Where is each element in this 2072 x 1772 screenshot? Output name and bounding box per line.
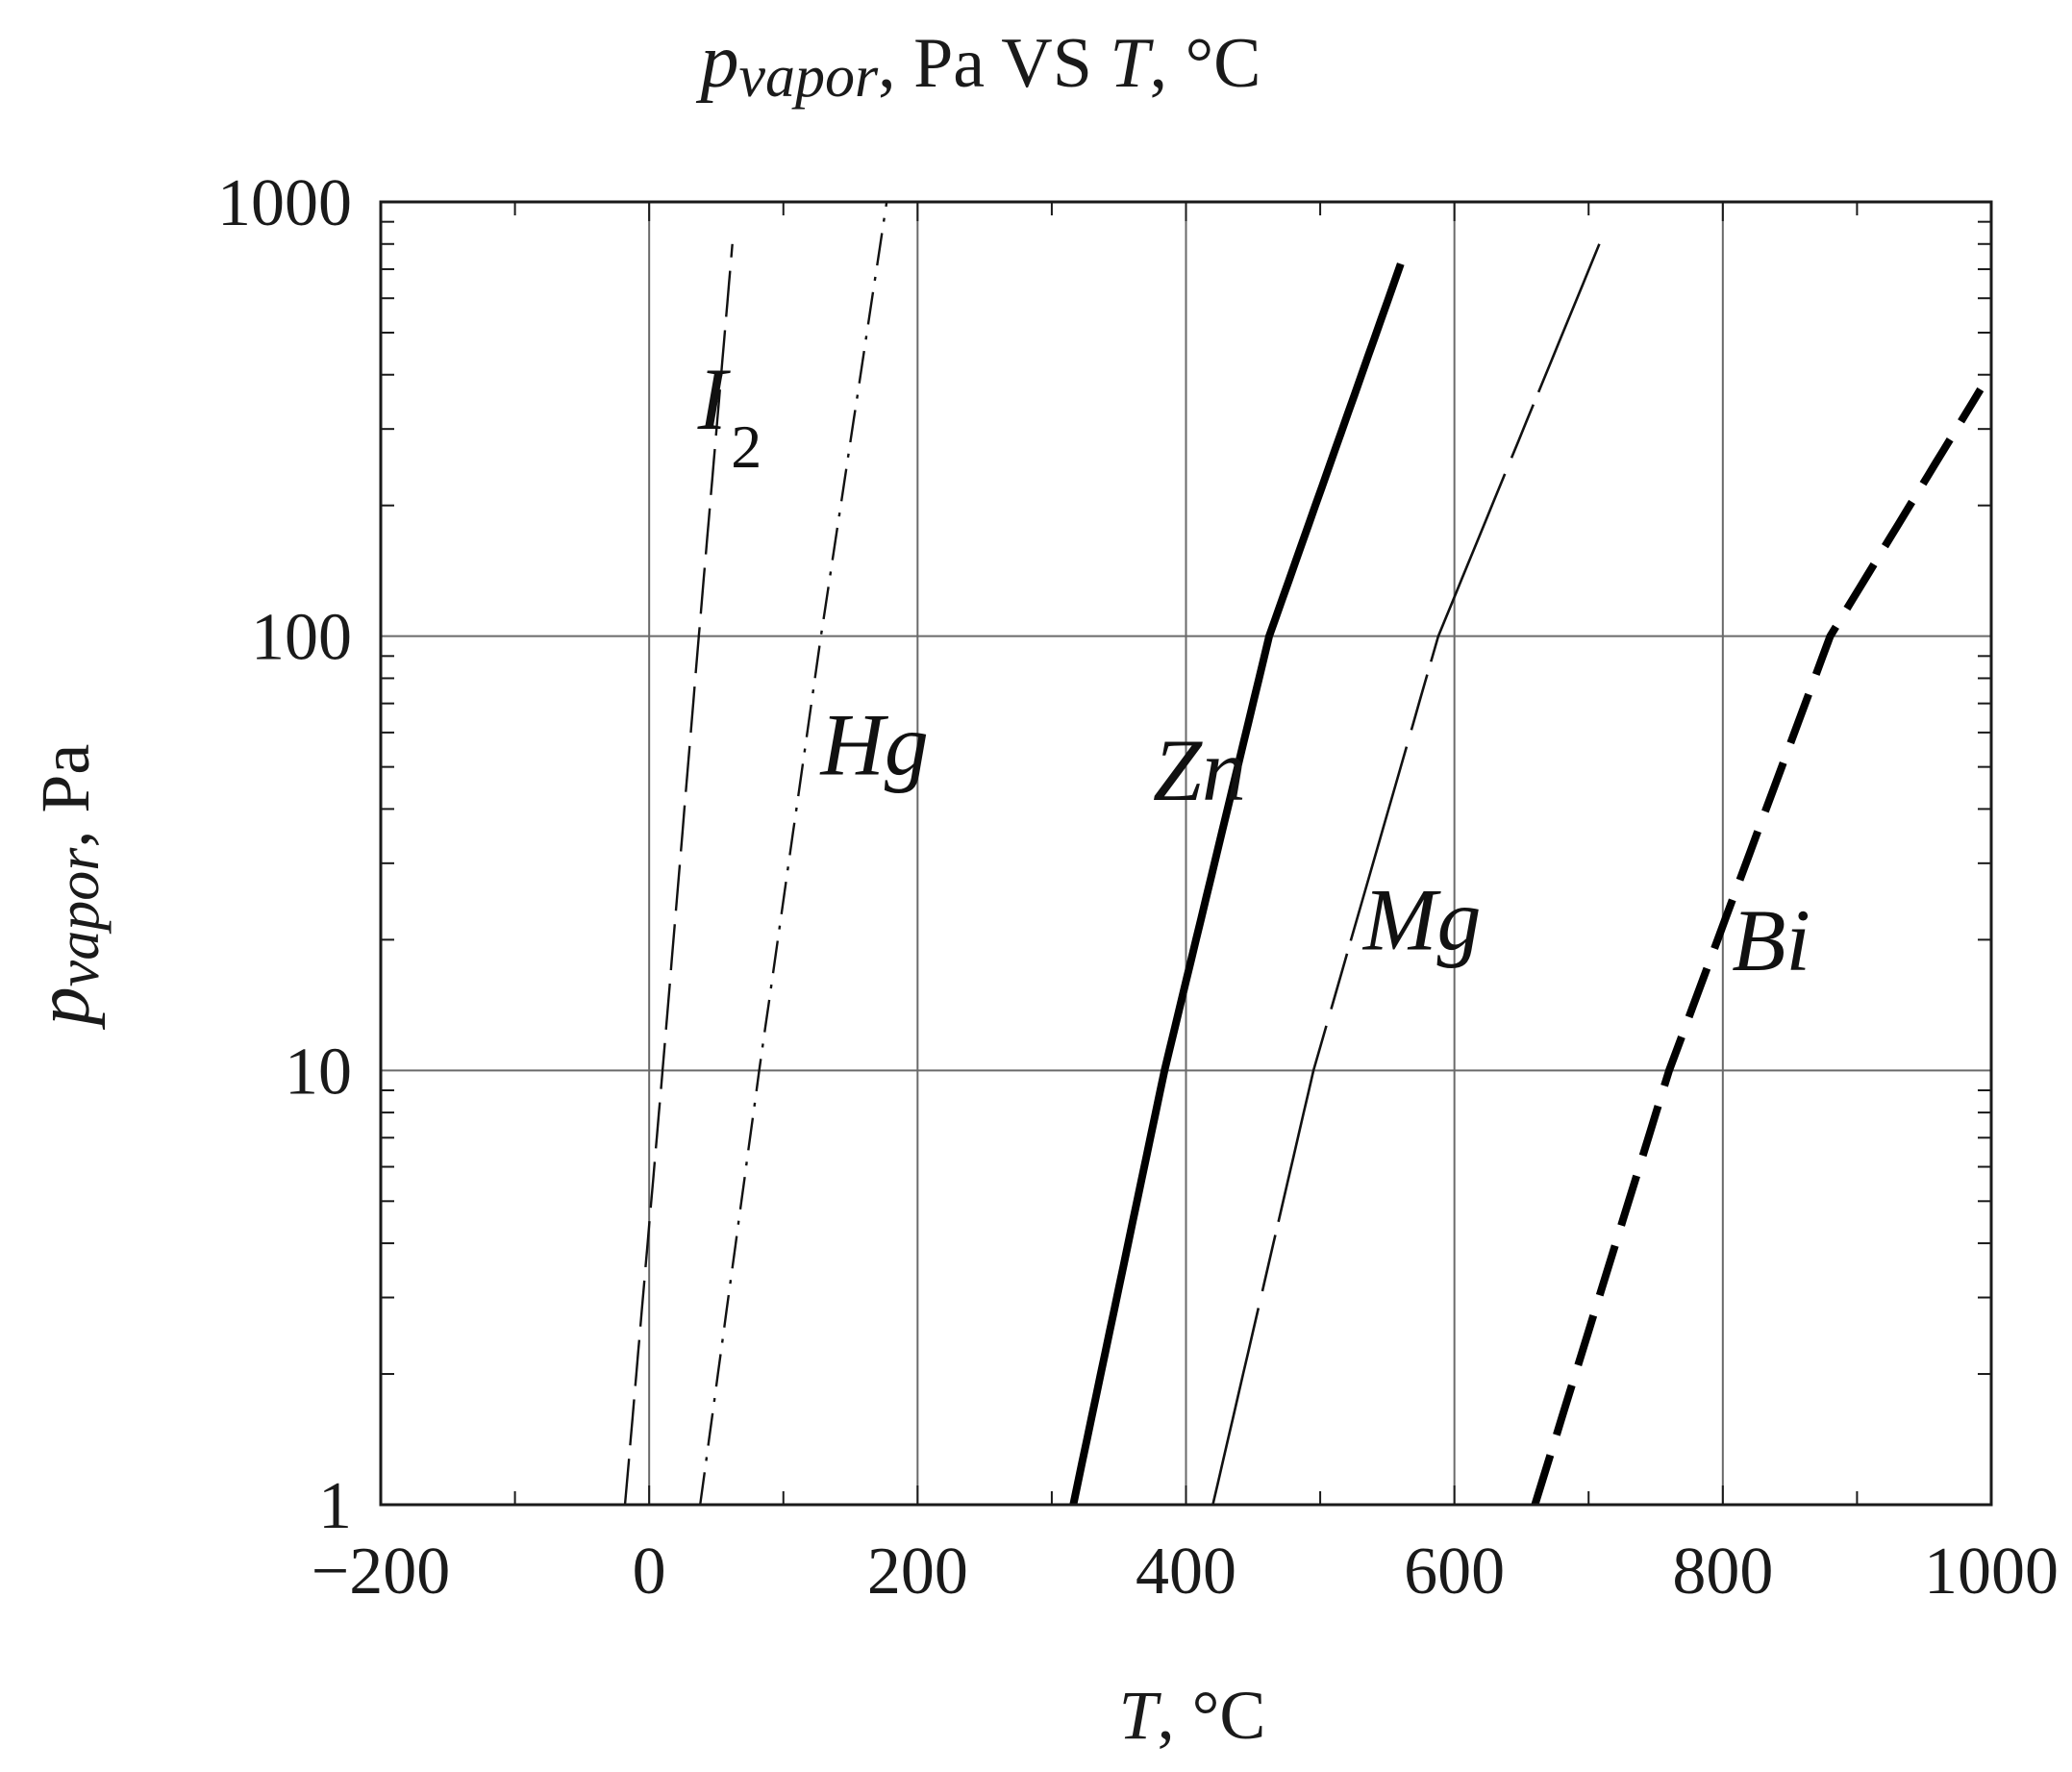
y-axis-title: pvapor, Pa — [21, 744, 112, 1031]
series-label-bi: Bi — [1732, 891, 1810, 989]
x-axis-title: T, °C — [1119, 1677, 1266, 1754]
axis-ticks — [381, 202, 1991, 1505]
series-label-zn: Zn — [1153, 721, 1246, 819]
y-tick-label: 1 — [318, 1469, 352, 1543]
series-line-bi — [1531, 387, 1985, 1507]
x-tick-label: 600 — [1404, 1535, 1505, 1609]
series-line-zn — [1069, 262, 1405, 1506]
series-line-hg — [699, 201, 888, 1506]
series-line-i — [623, 243, 734, 1506]
x-tick-label: −200 — [312, 1535, 450, 1609]
plot-frame — [379, 200, 1993, 1507]
x-tick-label: 800 — [1672, 1535, 1773, 1609]
y-tick-label: 10 — [285, 1035, 352, 1109]
x-tick-label: 400 — [1136, 1535, 1236, 1609]
grid — [381, 202, 1991, 1505]
series-labels: I2 Hg Zn Mg Bi — [697, 350, 1810, 989]
x-tick-label: 200 — [867, 1535, 968, 1609]
x-tick-label: 0 — [633, 1535, 666, 1609]
series-lines — [623, 201, 1985, 1507]
y-tick-label: 1000 — [217, 166, 352, 240]
chart-title: pvapor, Pa VS T, °C — [695, 19, 1261, 110]
tick-labels: −200 0 200 400 600 800 1000 1 10 100 1000 — [217, 166, 2059, 1609]
x-tick-label: 1000 — [1924, 1535, 2059, 1609]
series-label-i: I2 — [697, 350, 762, 481]
series-label-hg: Hg — [819, 696, 928, 794]
series-line-mg — [1211, 243, 1601, 1506]
series-label-mg: Mg — [1361, 870, 1482, 968]
y-tick-label: 100 — [251, 601, 352, 675]
